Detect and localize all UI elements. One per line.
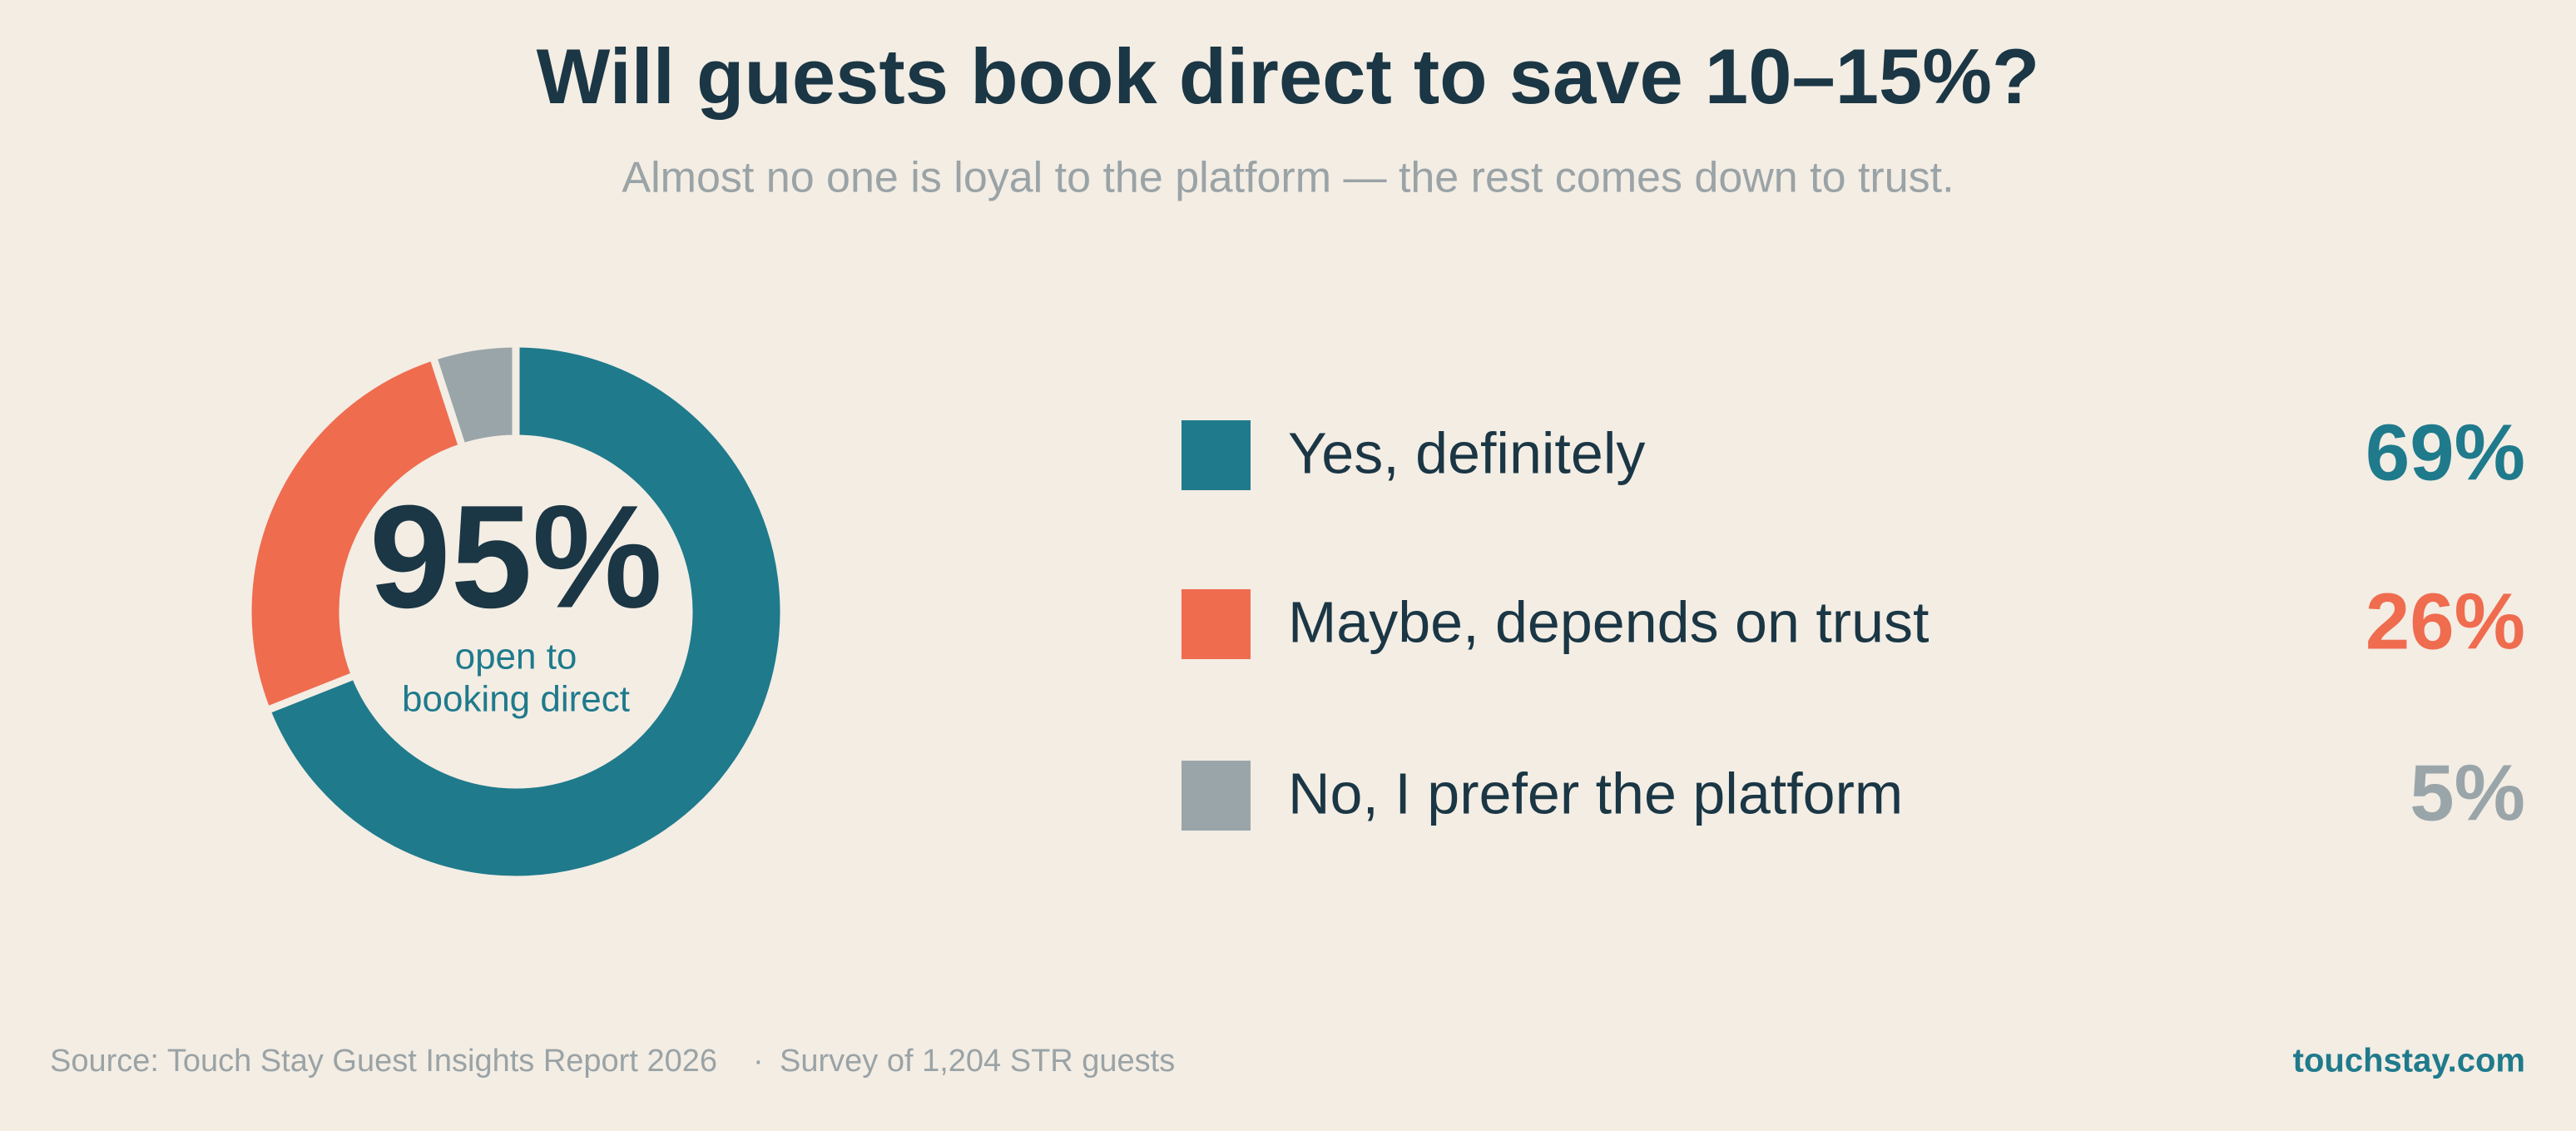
note: Survey of 1,204 STR guests (780, 1044, 1175, 1079)
legend-label: No, I prefer the platform (1288, 761, 1903, 826)
chart-subtitle: Almost no one is loyal to the platform —… (622, 154, 1954, 202)
value-label: 5% (2410, 748, 2525, 837)
legend: Yes, definitely 69% Maybe, depends on trus… (1181, 408, 2525, 837)
brand: touchstay.com (2293, 1043, 2525, 1079)
donut-segment (261, 340, 788, 884)
value-label: 69% (2365, 408, 2525, 497)
center-value: 95% (369, 475, 662, 638)
legend-swatch (1181, 420, 1251, 490)
donut-segment (244, 352, 468, 716)
center-label: booking direct (402, 679, 630, 720)
source: Source: Touch Stay Guest Insights Report… (50, 1044, 717, 1079)
center-label: open to (455, 637, 577, 677)
value-label: 26% (2365, 577, 2525, 666)
legend-swatch (1181, 761, 1251, 831)
separator: · (753, 1044, 764, 1079)
legend-swatch (1181, 589, 1251, 659)
legend-label: Maybe, depends on trust (1288, 589, 1929, 654)
legend-label: Yes, definitely (1288, 420, 1645, 485)
donut (244, 340, 788, 884)
chart-title: Will guests book direct to save 10–15%? (537, 32, 2040, 120)
donut-segment (428, 340, 520, 452)
